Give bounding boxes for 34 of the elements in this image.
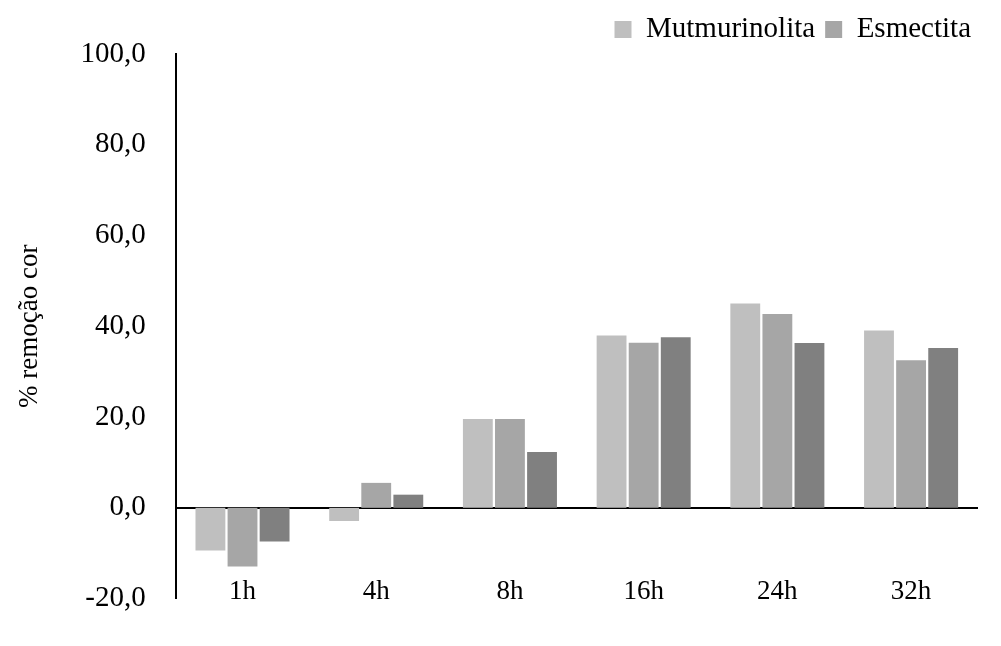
bar xyxy=(660,337,691,508)
x-tick-label: 1h xyxy=(229,575,257,606)
x-tick-label: 32h xyxy=(890,575,932,606)
y-tick-label: 20,0 xyxy=(94,398,146,431)
y-tick-label: 40,0 xyxy=(94,307,146,340)
x-tick-label: 8h xyxy=(496,575,524,606)
bar xyxy=(195,507,226,551)
legend-label: Esmectita xyxy=(856,11,972,44)
bar xyxy=(462,418,493,508)
bar xyxy=(896,360,927,508)
bar xyxy=(628,342,659,508)
y-tick-label: 100,0 xyxy=(80,35,146,68)
y-tick-label: -20,0 xyxy=(85,580,146,613)
legend-label: Mutmurinolita xyxy=(646,11,816,44)
bar xyxy=(864,330,894,508)
bar xyxy=(259,507,290,542)
bar xyxy=(495,418,525,508)
bar xyxy=(928,348,959,508)
y-axis-title: % remoção cor xyxy=(13,244,44,409)
y-tick-label: 60,0 xyxy=(94,217,146,250)
bar xyxy=(393,494,424,508)
y-tick-label: 0,0 xyxy=(109,489,146,522)
bar xyxy=(361,482,392,508)
bar xyxy=(762,314,793,508)
bar xyxy=(794,343,825,508)
x-tick-label: 16h xyxy=(623,575,665,606)
bar xyxy=(227,507,258,567)
bar xyxy=(730,303,761,508)
bar xyxy=(527,452,557,508)
bar xyxy=(596,335,627,508)
x-tick-label: 4h xyxy=(362,575,391,606)
bar xyxy=(329,507,360,521)
y-tick-label: 80,0 xyxy=(94,126,146,159)
x-tick-label: 24h xyxy=(757,575,799,606)
